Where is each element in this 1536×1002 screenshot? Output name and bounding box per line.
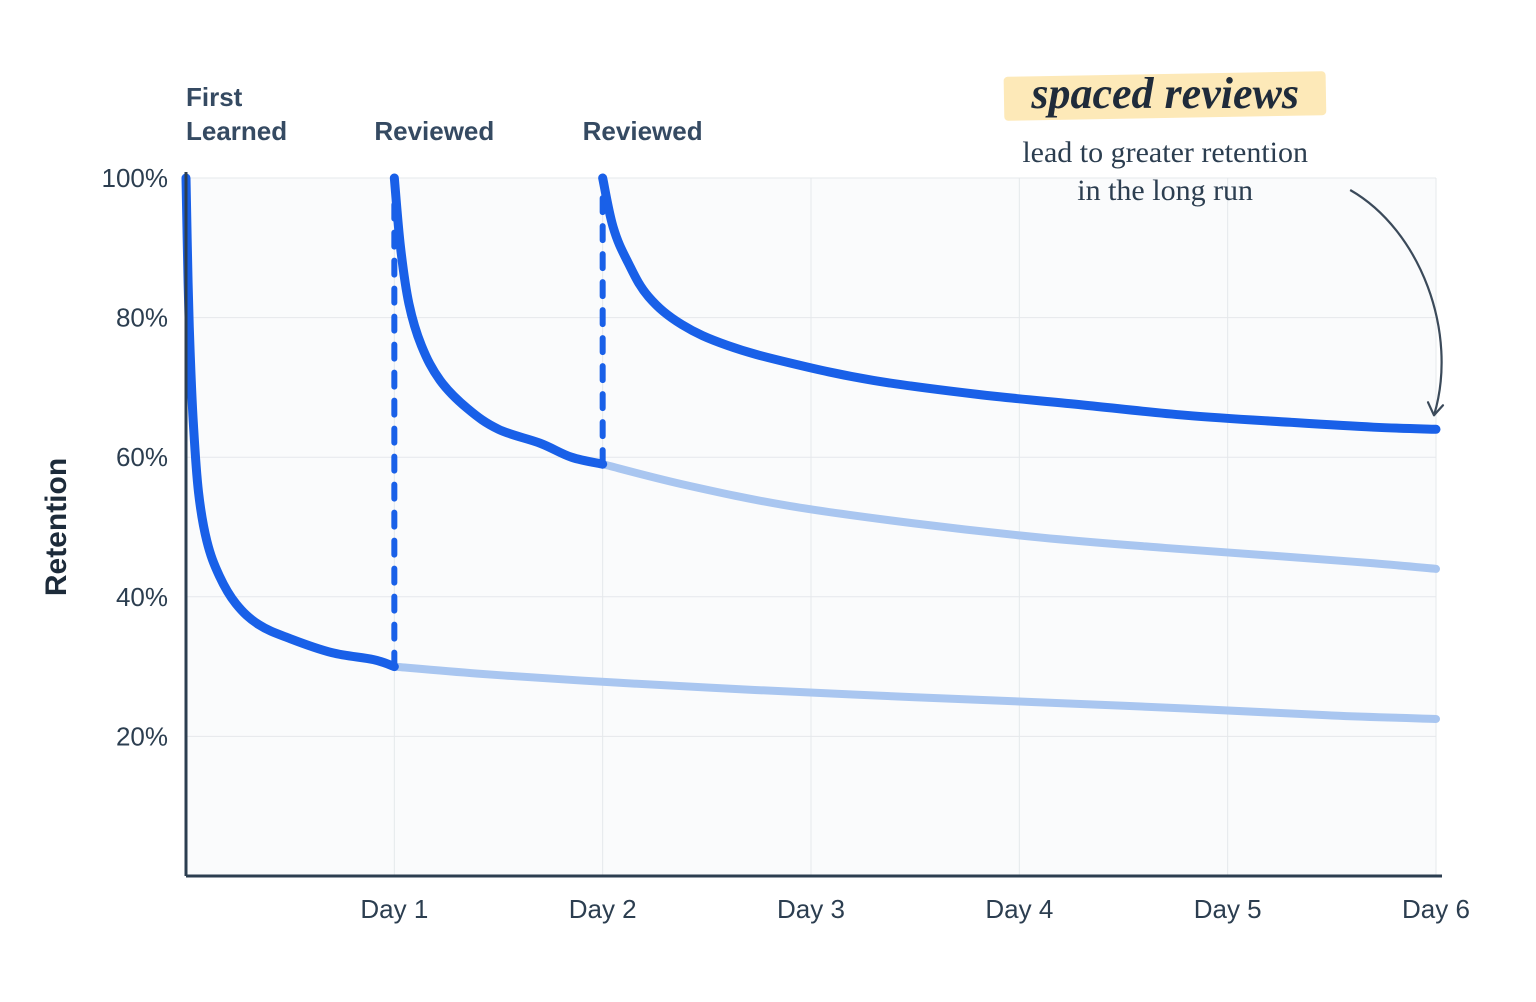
y-axis-title: Retention bbox=[40, 458, 73, 596]
y-tick-label: 60% bbox=[116, 442, 168, 472]
column-header: Learned bbox=[186, 116, 287, 146]
x-tick-label: Day 2 bbox=[569, 894, 637, 924]
column-header: Reviewed bbox=[374, 116, 494, 146]
column-header: Reviewed bbox=[583, 116, 703, 146]
x-tick-label: Day 6 bbox=[1402, 894, 1470, 924]
y-tick-label: 40% bbox=[116, 582, 168, 612]
y-tick-label: 80% bbox=[116, 303, 168, 333]
retention-chart: 20% 40% 60% 80% 100% Day 1 Day 2 Day 3 Day 4 Day … bbox=[0, 0, 1536, 1002]
y-tick-label: 100% bbox=[102, 163, 169, 193]
callout-script-text: spaced reviews bbox=[1030, 69, 1299, 118]
column-header: First bbox=[186, 82, 243, 112]
x-tick-label: Day 1 bbox=[360, 894, 428, 924]
x-tick-label: Day 4 bbox=[985, 894, 1053, 924]
x-tick-label: Day 3 bbox=[777, 894, 845, 924]
y-tick-label: 20% bbox=[116, 721, 168, 751]
callout-line-1: lead to greater retention bbox=[1022, 136, 1308, 169]
callout-line-2: in the long run bbox=[1077, 174, 1253, 207]
x-tick-label: Day 5 bbox=[1194, 894, 1262, 924]
